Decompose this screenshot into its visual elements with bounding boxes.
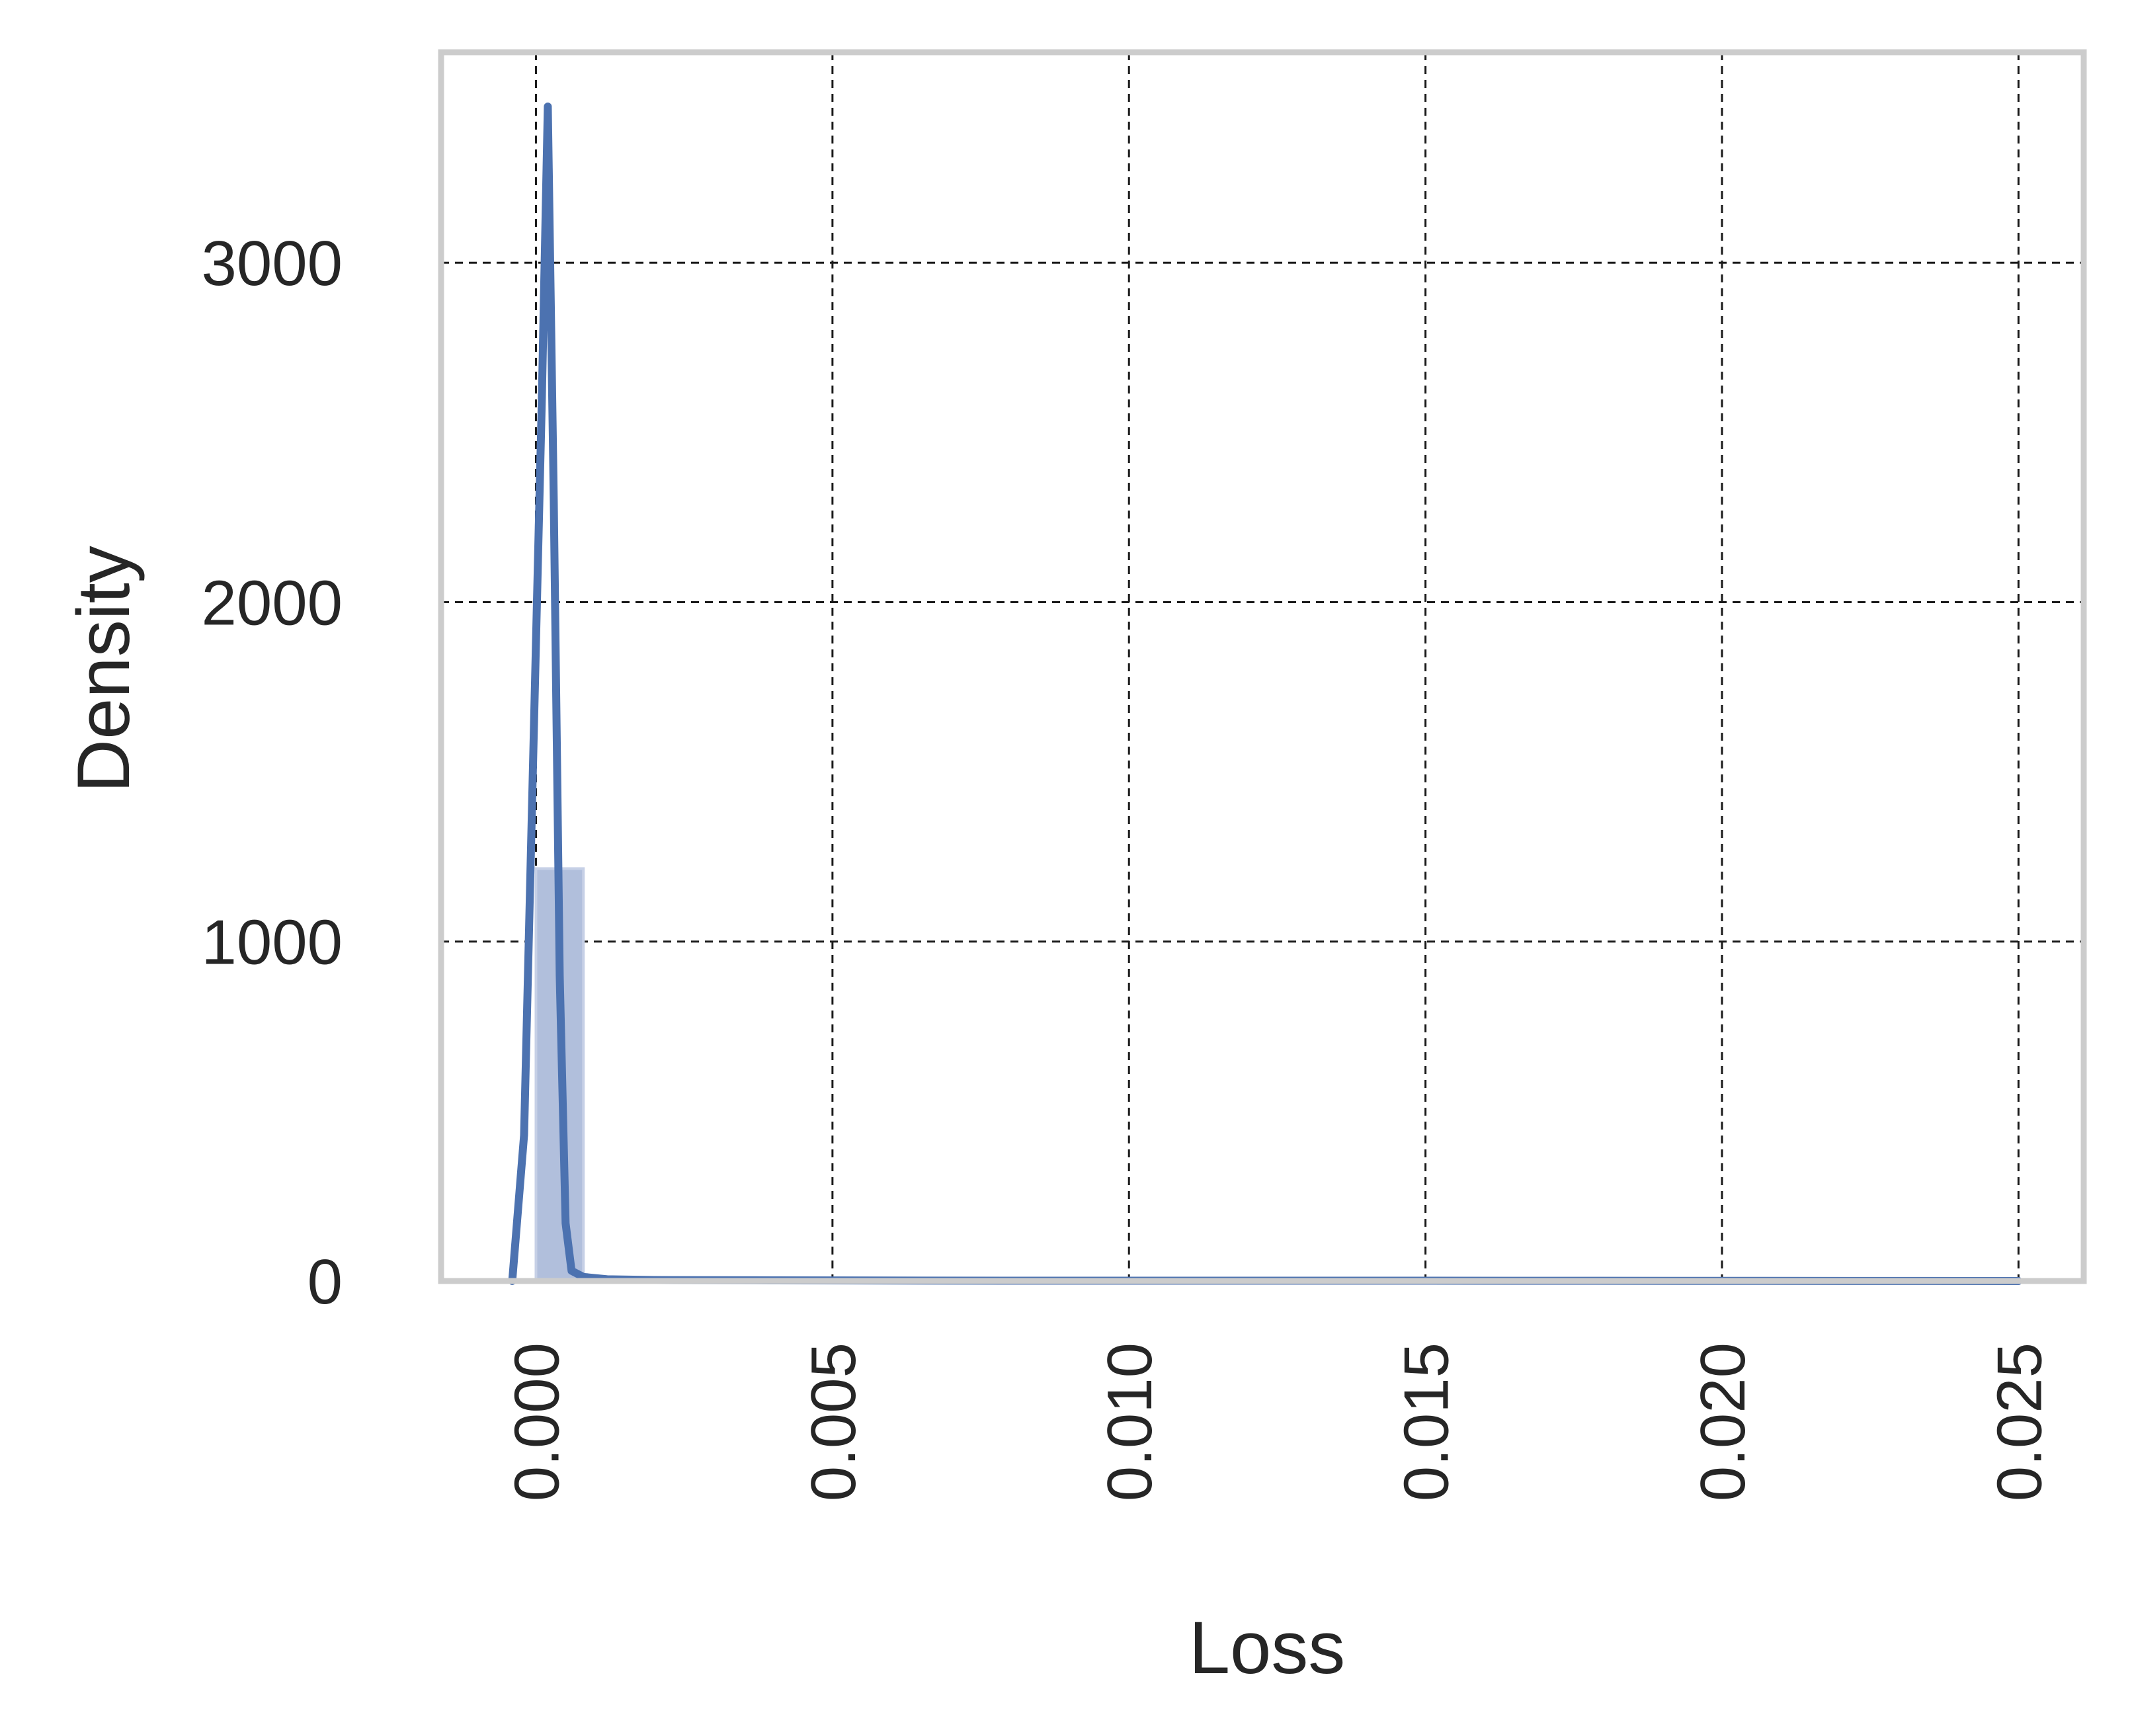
x-tick-label: 0.010 (1094, 1343, 1165, 1501)
x-tick-label: 0.020 (1688, 1343, 1758, 1501)
x-axis-label: Loss (1189, 1606, 1346, 1689)
y-tick-label: 1000 (201, 907, 343, 978)
x-tick-label: 0.005 (798, 1343, 869, 1501)
kde-line (508, 103, 2023, 1285)
x-tick-label: 0.025 (1984, 1343, 2055, 1501)
y-tick-labels: 0 1000 2000 3000 (201, 228, 343, 1317)
grid (441, 52, 2084, 1281)
x-tick-label: 0.000 (501, 1343, 572, 1501)
plot-frame (438, 49, 2087, 1284)
y-tick-label: 3000 (201, 228, 343, 299)
y-tick-label: 0 (308, 1247, 343, 1317)
y-tick-label: 2000 (201, 567, 343, 638)
y-axis-label: Density (62, 546, 145, 792)
x-tick-label: 0.015 (1391, 1343, 1462, 1501)
x-tick-labels: 0.000 0.005 0.010 0.015 0.020 0.025 (501, 1343, 2055, 1501)
